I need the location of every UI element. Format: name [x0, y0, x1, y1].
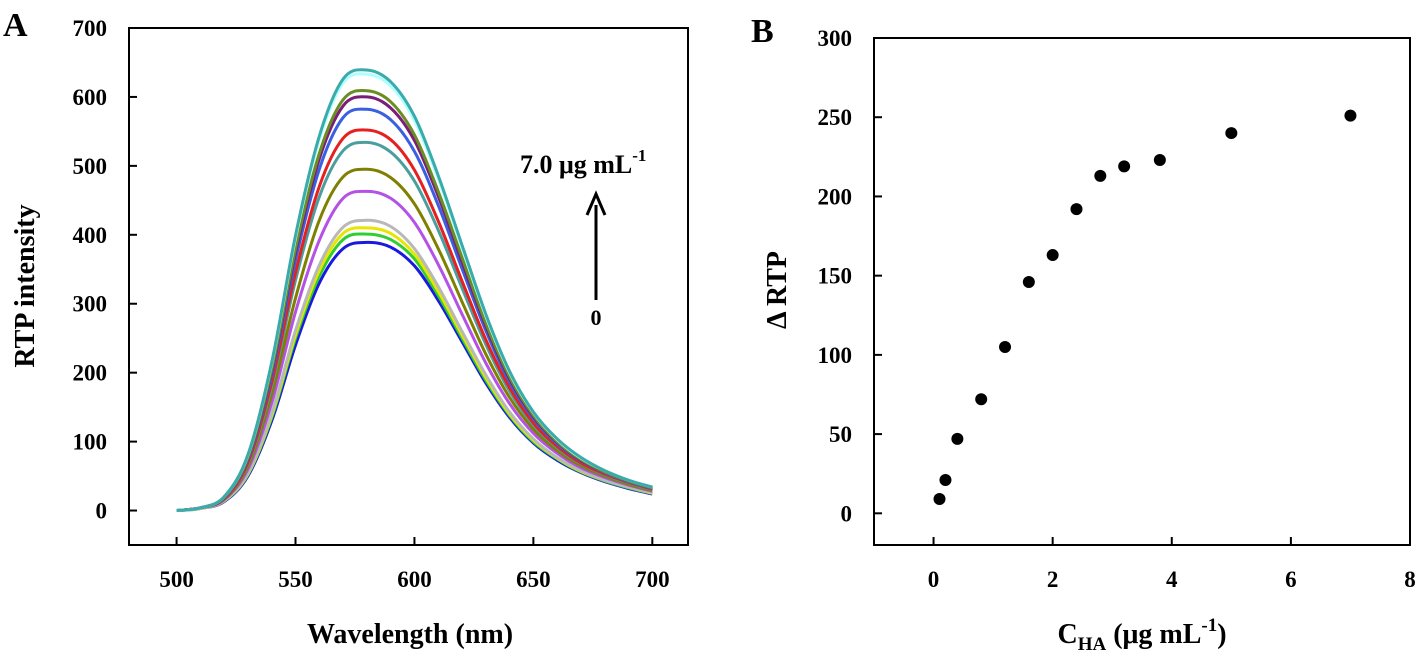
panel-a-y-axis: 0 100 200 300 400 500 600 700 [73, 16, 137, 524]
panel-b-data-point [1344, 109, 1357, 122]
panel-a-series-line-13 [176, 68, 653, 512]
panel-a: A 0 100 200 300 400 500 600 700 500 550 600 650 700… [3, 7, 689, 650]
panel-b-x-axis-label-sup: -1 [1201, 615, 1217, 636]
panel-a-arrow-head [585, 190, 607, 216]
panel-b-data-point [1046, 249, 1059, 262]
panel-a-annotation-top-main: 7.0 μg mL [520, 150, 632, 179]
panel-b-y-axis: 0 50 100 150 200 250 300 [818, 26, 882, 526]
panel-b-data-point [1094, 169, 1107, 182]
panel-a-label: A [3, 7, 28, 44]
panel-b-data-point [1118, 160, 1131, 173]
panel-b-x-axis-label-sub: HA [1078, 634, 1107, 655]
panel-b-y-tick-label: 50 [829, 422, 852, 447]
panel-b-data-point [951, 432, 964, 445]
panel-a-series-line-4 [176, 218, 653, 512]
panel-a-x-tick-label: 600 [397, 567, 432, 592]
panel-b-x-axis-label-end: ) [1217, 619, 1226, 650]
panel-a-annotation-top-sup: -1 [632, 146, 646, 165]
panel-a-x-axis: 500 550 600 650 700 [159, 537, 670, 592]
panel-a-y-axis-label: RTP intensity [10, 204, 41, 367]
panel-b-plot-frame [873, 37, 1411, 546]
panel-b-label: B [751, 13, 774, 50]
panel-a-y-tick-label: 500 [73, 154, 108, 179]
panel-b-x-tick-label: 4 [1166, 567, 1178, 592]
panel-b: B 0 50 100 150 200 250 300 0 2 4 6 8 CHA (μg mL-1)… [751, 13, 1416, 655]
panel-b-y-tick-label: 0 [841, 501, 853, 526]
panel-a-x-tick-label: 650 [516, 567, 551, 592]
panel-b-data-point [1153, 153, 1166, 166]
panel-b-scatter-points [933, 109, 1357, 506]
panel-b-x-tick-label: 6 [1285, 567, 1297, 592]
panel-b-y-tick-label: 150 [818, 264, 853, 289]
panel-b-data-point [1225, 127, 1238, 140]
panel-a-y-tick-label: 300 [73, 292, 108, 317]
panel-b-y-tick-label: 100 [818, 343, 853, 368]
panel-a-x-tick-label: 500 [159, 567, 194, 592]
panel-b-y-tick-label: 250 [818, 105, 853, 130]
panel-a-y-tick-label: 100 [73, 430, 108, 455]
panel-b-x-axis: 0 2 4 6 8 [928, 537, 1416, 592]
panel-a-y-tick-label: 400 [73, 223, 108, 248]
panel-b-x-axis-label: CHA (μg mL-1) [1057, 615, 1226, 655]
panel-b-y-axis-label: Δ RTP [762, 251, 793, 329]
panel-a-y-tick-label: 200 [73, 361, 108, 386]
panel-b-data-point [1022, 275, 1035, 288]
panel-b-data-point [933, 493, 946, 506]
panel-b-y-tick-label: 200 [818, 184, 853, 209]
panel-a-series-line-5 [176, 189, 653, 512]
panel-a-annotation-top: 7.0 μg mL-1 [520, 146, 646, 179]
panel-b-x-axis-label-rest: (μg mL [1106, 619, 1201, 650]
panel-a-x-axis-label: Wavelength (nm) [307, 619, 513, 650]
panel-b-data-point [999, 340, 1012, 353]
panel-a-series-lines [176, 68, 653, 512]
panel-a-y-tick-label: 700 [73, 16, 108, 41]
panel-b-x-tick-label: 0 [928, 567, 940, 592]
panel-a-y-tick-label: 0 [96, 499, 108, 524]
panel-b-data-point [939, 474, 952, 487]
panel-b-y-tick-label: 300 [818, 26, 853, 51]
panel-b-data-point [975, 393, 988, 406]
panel-b-data-point [1070, 203, 1083, 216]
panel-a-annotation-bottom: 0 [591, 305, 602, 330]
panel-b-x-tick-label: 8 [1404, 567, 1416, 592]
panel-a-x-tick-label: 700 [635, 567, 670, 592]
panel-a-plot-frame [128, 27, 689, 546]
panel-a-x-tick-label: 550 [278, 567, 313, 592]
panel-b-x-axis-label-main: C [1057, 619, 1077, 650]
panel-a-y-tick-label: 600 [73, 85, 108, 110]
panel-b-x-tick-label: 2 [1047, 567, 1059, 592]
